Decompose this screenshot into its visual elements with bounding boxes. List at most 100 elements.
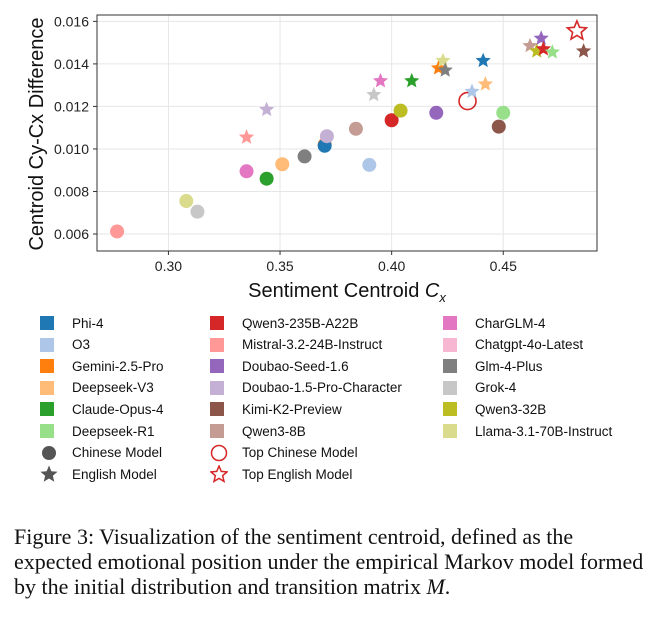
data-point-grok4-circle xyxy=(190,204,205,219)
legend-swatch xyxy=(210,359,224,374)
legend-label: Top English Model xyxy=(242,466,353,482)
legend-label: Doubao-Seed-1.6 xyxy=(242,358,349,374)
legend-item: Deepseek-V3 xyxy=(40,378,154,398)
data-point-claude-circle xyxy=(259,171,274,186)
legend-swatch xyxy=(40,359,54,374)
data-point-charglm-circle xyxy=(239,164,254,179)
data-point-qwen32b-circle xyxy=(393,103,408,118)
y-axis-label: Centroid Cy-Cx Difference xyxy=(26,17,48,250)
data-point-deepseekr1-circle xyxy=(496,105,511,120)
legend-item: O3 xyxy=(40,335,90,355)
data-point-doubaochar-star xyxy=(259,101,275,117)
y-tick-label: 0.014 xyxy=(54,56,89,72)
data-point-glm4-circle xyxy=(297,149,312,164)
data-point-doubaochar-circle xyxy=(319,129,334,144)
legend-item: English Model xyxy=(40,464,157,484)
data-point-top-circle-open xyxy=(458,91,477,111)
legend-label: Llama-3.1-70B-Instruct xyxy=(475,423,613,439)
data-point-claude-star xyxy=(404,72,420,88)
data-points xyxy=(110,18,592,239)
legend-swatch xyxy=(40,316,54,330)
legend-label: CharGLM-4 xyxy=(475,315,546,331)
data-point-phi4-star xyxy=(475,52,491,68)
legend-label: Gemini-2.5-Pro xyxy=(72,358,164,374)
legend-label: Claude-Opus-4 xyxy=(72,401,164,417)
legend-label: Grok-4 xyxy=(475,380,517,396)
legend-swatch xyxy=(210,380,224,395)
legend-swatch xyxy=(210,337,224,352)
y-tick-label: 0.016 xyxy=(54,13,89,29)
legend-swatch xyxy=(40,380,54,395)
legend-item: Top English Model xyxy=(210,464,352,484)
x-tick-label: 0.40 xyxy=(378,258,405,274)
legend-item: Doubao-Seed-1.6 xyxy=(210,356,349,376)
data-point-o3-star xyxy=(464,83,480,99)
grid xyxy=(97,15,597,251)
legend-swatch xyxy=(443,380,457,395)
legend-star-icon xyxy=(40,465,58,483)
legend-swatch xyxy=(210,316,224,330)
y-tick-label: 0.010 xyxy=(54,141,89,157)
data-point-glm4-star xyxy=(437,62,453,77)
data-point-charglm-star xyxy=(372,72,389,88)
legend-item: Top Chinese Model xyxy=(210,443,358,463)
legend-star-open-icon xyxy=(210,465,228,484)
legend-label: Top Chinese Model xyxy=(242,445,358,461)
legend-item: Mistral-3.2-24B-Instruct xyxy=(210,335,382,355)
data-point-mistral-circle xyxy=(110,224,125,239)
legend-label: Phi-4 xyxy=(72,315,104,331)
plot-frame xyxy=(96,14,598,252)
legend-item: Doubao-1.5-Pro-Character xyxy=(210,378,402,398)
legend-swatch xyxy=(40,402,54,417)
legend-item: Llama-3.1-70B-Instruct xyxy=(443,421,612,441)
legend-swatch xyxy=(443,316,457,330)
data-point-qwen235-circle xyxy=(384,113,399,128)
data-point-o3-circle xyxy=(362,157,377,172)
legend-label: Glm-4-Plus xyxy=(475,358,543,374)
legend-item: Claude-Opus-4 xyxy=(40,399,164,419)
legend-label: Deepseek-V3 xyxy=(72,380,154,396)
legend-swatch xyxy=(40,337,54,352)
legend-circle-open-icon xyxy=(210,444,228,462)
legend-item: Chatgpt-4o-Latest xyxy=(443,335,583,355)
legend-item: Qwen3-235B-A22B xyxy=(210,313,358,333)
legend-swatch xyxy=(443,424,457,438)
data-point-mistral-star xyxy=(238,129,255,144)
legend-label: Qwen3-235B-A22B xyxy=(242,315,359,331)
scatter-plot: 0.30 0.35 0.40 0.45 0.006 0.008 0.010 0.012 0.01… xyxy=(26,13,598,305)
data-point-doubaoseed-circle xyxy=(429,105,444,120)
figure-caption: Figure 3: Visualization of the sentiment… xyxy=(14,524,644,599)
legend-item: Phi-4 xyxy=(40,313,104,333)
legend-label: Chatgpt-4o-Latest xyxy=(475,337,584,353)
data-point-kimi-star xyxy=(576,43,592,58)
legend-label: Doubao-1.5-Pro-Character xyxy=(242,380,402,396)
legend-swatch xyxy=(443,402,457,417)
x-tick-label: 0.45 xyxy=(490,258,517,274)
legend-item: Qwen3-8B xyxy=(210,421,306,441)
legend-swatch xyxy=(443,359,457,374)
legend-swatch xyxy=(40,424,54,438)
legend-label: Chinese Model xyxy=(72,445,163,461)
legend-item: Glm-4-Plus xyxy=(443,356,543,376)
legend-label: Deepseek-R1 xyxy=(72,423,155,439)
plot-background xyxy=(96,14,598,252)
x-tick-label: 0.30 xyxy=(155,258,182,274)
legend: Phi-4 O3 Gemini-2.5-Pro Deepseek-V3 Claude-O… xyxy=(40,313,640,488)
data-point-qwen8b-circle xyxy=(348,121,363,136)
legend-swatch xyxy=(443,337,457,352)
legend-label: Kimi-K2-Preview xyxy=(242,401,342,417)
legend-label: O3 xyxy=(72,337,91,353)
data-point-qwen235-star xyxy=(535,41,552,56)
axis-ticks: 0.30 0.35 0.40 0.45 0.006 0.008 0.010 0.012 0.01… xyxy=(54,13,517,274)
legend-item: Deepseek-R1 xyxy=(40,421,155,441)
legend-item: CharGLM-4 xyxy=(443,313,546,333)
data-point-llama-circle xyxy=(179,194,194,209)
y-tick-label: 0.006 xyxy=(54,226,89,242)
legend-item: Grok-4 xyxy=(443,378,516,398)
legend-swatch xyxy=(210,424,224,438)
legend-label: Qwen3-8B xyxy=(242,423,306,439)
legend-label: Qwen3-32B xyxy=(475,401,547,417)
data-point-deepseekr1-star xyxy=(544,44,560,59)
data-point-top-circle-open-fill xyxy=(461,94,475,108)
data-point-kimi-circle xyxy=(491,119,506,134)
